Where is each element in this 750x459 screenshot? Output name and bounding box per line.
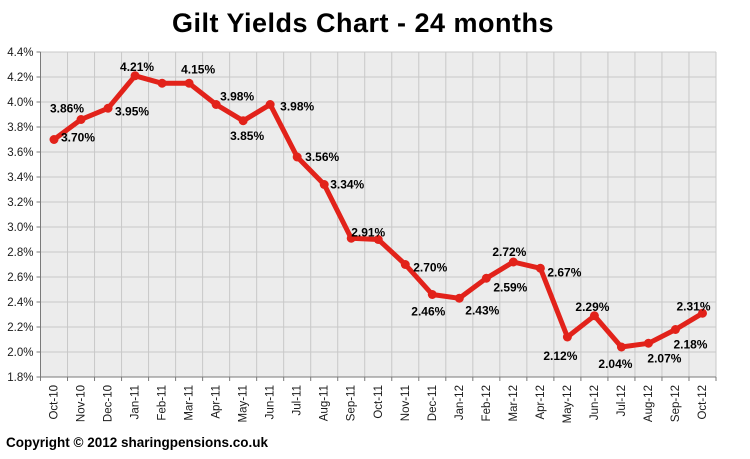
chart-title: Gilt Yields Chart - 24 months	[171, 8, 555, 38]
data-point	[346, 233, 356, 243]
x-tick-label: Nov-11	[400, 385, 412, 421]
x-tick-label: Feb-11	[157, 385, 169, 421]
data-point	[103, 103, 113, 113]
y-tick-label: 4.2%	[7, 72, 33, 84]
x-tick-label: Aug-12	[643, 385, 655, 422]
x-tick-label: Jul-11	[292, 385, 304, 415]
data-point	[211, 100, 221, 109]
data-point-label: 2.29%	[575, 300, 609, 314]
data-point-label: 2.43%	[465, 303, 499, 317]
y-tick-label: 4.4%	[7, 47, 33, 59]
x-tick-label: Oct-10	[49, 385, 61, 420]
x-tick-label: May-12	[562, 385, 574, 423]
x-tick-label: Feb-12	[481, 385, 493, 421]
x-tick-label: May-11	[238, 385, 250, 423]
data-point	[373, 235, 383, 244]
data-point	[535, 263, 545, 273]
data-point-label: 4.21%	[120, 60, 154, 74]
x-tick-label: Dec-10	[103, 385, 115, 422]
x-tick-label: Dec-11	[427, 385, 439, 421]
data-point-label: 2.91%	[351, 225, 385, 239]
data-point	[400, 260, 410, 269]
data-point-label: 2.12%	[543, 349, 577, 363]
plot-area	[40, 52, 716, 377]
x-tick-label: Sep-12	[670, 385, 682, 422]
data-point	[184, 78, 194, 88]
data-point-label: 2.07%	[647, 351, 681, 365]
data-point-label: 3.95%	[115, 104, 149, 118]
data-point-label: 3.70%	[61, 131, 95, 145]
data-point	[49, 135, 59, 144]
data-point	[454, 293, 464, 303]
data-point-label: 2.67%	[547, 265, 581, 279]
data-point	[616, 342, 626, 352]
data-point-label: 2.18%	[673, 338, 707, 352]
x-tick-label: Aug-11	[319, 385, 331, 421]
data-point	[562, 332, 572, 342]
data-point	[481, 273, 491, 283]
data-point	[589, 311, 599, 321]
data-point	[76, 115, 86, 124]
y-tick-label: 1.8%	[7, 372, 33, 384]
data-point	[292, 152, 302, 162]
data-point	[508, 257, 518, 267]
data-point	[643, 338, 653, 348]
y-tick-label: 2.2%	[7, 322, 33, 334]
data-point	[697, 308, 707, 318]
copyright-text: Copyright © 2012 sharingpensions.co.uk	[6, 435, 269, 450]
data-point-label: 3.85%	[230, 129, 264, 143]
data-point	[319, 180, 329, 189]
data-point-label: 2.70%	[413, 261, 447, 275]
y-tick-label: 3.0%	[7, 222, 33, 234]
data-point	[130, 71, 140, 81]
y-tick-label: 3.6%	[7, 147, 33, 159]
y-tick-label: 2.4%	[7, 297, 33, 309]
data-point	[670, 325, 680, 334]
x-tick-label: Sep-11	[346, 385, 358, 421]
x-tick-label: Jan-11	[130, 385, 142, 419]
x-tick-label: Nov-10	[76, 385, 88, 422]
data-point-label: 3.98%	[220, 90, 254, 104]
x-tick-label: Jul-12	[616, 385, 628, 416]
x-tick-label: Oct-11	[373, 385, 385, 419]
x-tick-label: Mar-11	[184, 385, 196, 421]
data-point-label: 4.15%	[181, 62, 215, 76]
data-point-label: 3.56%	[305, 150, 339, 164]
y-tick-label: 3.8%	[7, 122, 33, 134]
data-point-label: 2.59%	[493, 280, 527, 294]
y-tick-label: 3.2%	[7, 197, 33, 209]
x-tick-label: Oct-12	[697, 385, 709, 420]
data-point-label: 3.34%	[330, 178, 364, 192]
data-point	[157, 78, 167, 88]
x-tick-label: Jun-12	[589, 385, 601, 420]
data-point-label: 2.04%	[598, 357, 632, 371]
y-tick-label: 4.0%	[7, 97, 33, 109]
data-point	[427, 290, 437, 299]
data-point-label: 2.46%	[411, 305, 445, 319]
data-point-label: 2.31%	[676, 299, 710, 313]
data-point	[265, 100, 275, 109]
x-tick-label: Apr-12	[535, 385, 547, 420]
y-tick-label: 2.8%	[7, 247, 33, 259]
y-tick-label: 3.4%	[7, 172, 33, 184]
x-tick-label: Jan-12	[454, 385, 466, 420]
data-point-label: 3.86%	[50, 102, 84, 116]
y-tick-label: 2.6%	[7, 272, 33, 284]
data-point-label: 2.72%	[492, 245, 526, 259]
y-tick-label: 2.0%	[7, 347, 33, 359]
data-point-label: 3.98%	[280, 100, 314, 114]
data-point	[238, 116, 248, 126]
x-tick-label: Mar-12	[508, 385, 520, 421]
x-tick-label: Apr-11	[211, 385, 223, 419]
x-tick-label: Jun-11	[265, 385, 277, 419]
